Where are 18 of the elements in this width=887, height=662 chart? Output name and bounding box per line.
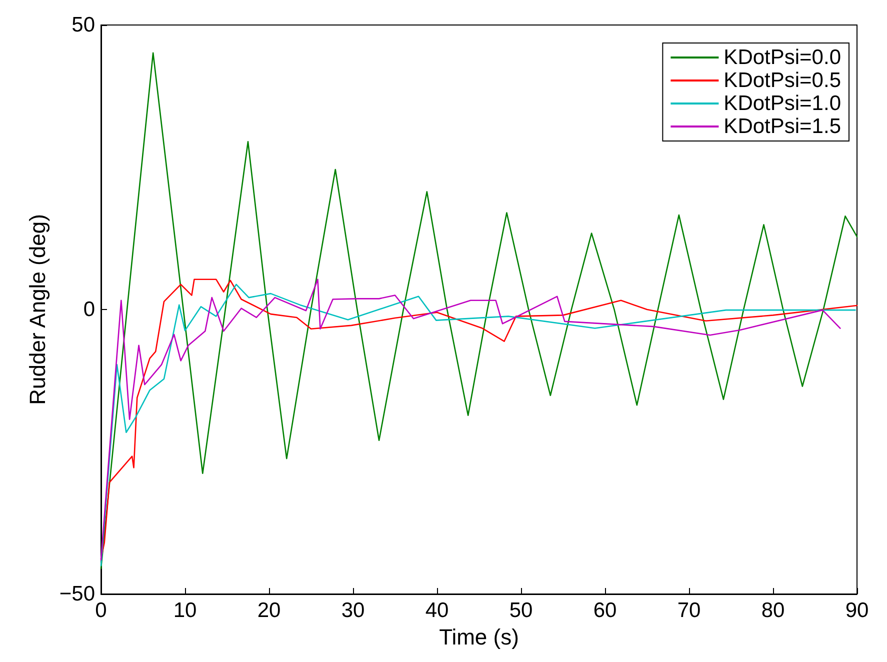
legend-label: KDotPsi=0.5 — [724, 69, 842, 92]
x-tick-label: 50 — [509, 599, 533, 622]
legend-label: KDotPsi=0.0 — [724, 46, 842, 69]
legend-label: KDotPsi=1.5 — [724, 115, 842, 138]
x-tick-label: 30 — [341, 599, 365, 622]
y-axis-title: Rudder Angle (deg) — [24, 214, 50, 405]
x-tick-label: 40 — [425, 599, 449, 622]
x-tick-label: 70 — [677, 599, 701, 622]
x-tick-label: 90 — [845, 599, 869, 622]
x-tick-label: 20 — [257, 599, 281, 622]
y-tick-label: −50 — [59, 582, 95, 606]
x-tick-label: 60 — [593, 599, 617, 622]
x-axis-title: Time (s) — [439, 624, 519, 650]
legend-label: KDotPsi=1.0 — [724, 92, 842, 115]
x-tick-label: 10 — [173, 599, 197, 622]
y-tick-label: 0 — [83, 298, 95, 321]
x-tick-label: 80 — [761, 599, 785, 622]
y-tick-label: 50 — [72, 14, 95, 36]
